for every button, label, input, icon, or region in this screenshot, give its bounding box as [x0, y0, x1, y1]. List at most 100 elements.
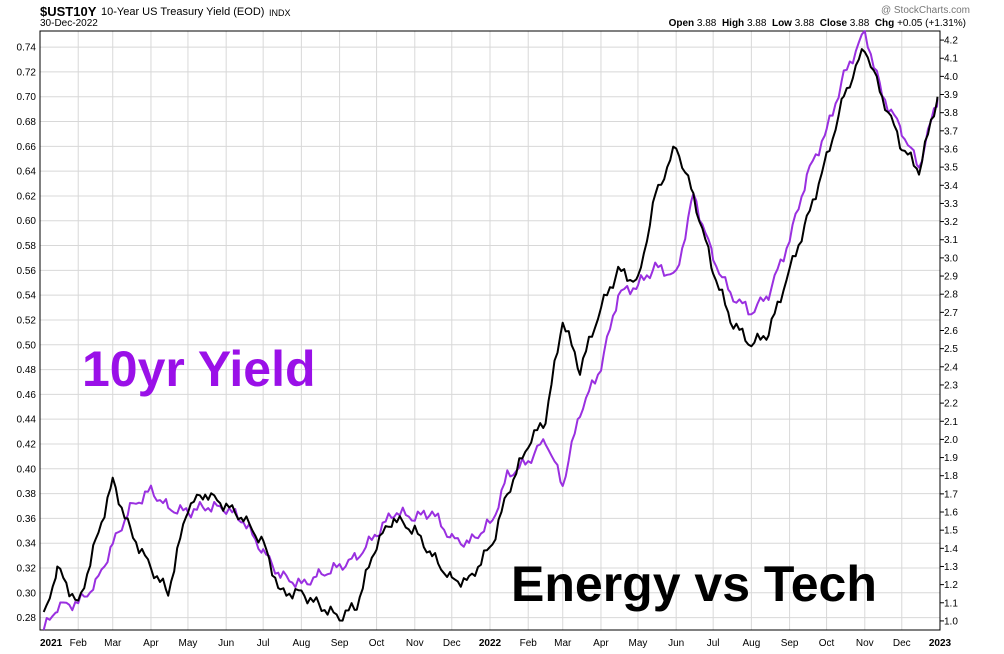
left-tick-label: 0.58 [17, 241, 37, 252]
x-tick-label: 2021 [40, 638, 63, 649]
right-tick-label: 3.8 [944, 108, 958, 119]
left-tick-label: 0.60 [17, 216, 37, 227]
annotation-10yr-yield: 10yr Yield [82, 341, 316, 397]
right-tick-label: 1.1 [944, 598, 958, 609]
right-tick-label: 3.6 [944, 144, 958, 155]
x-tick-label: Sep [331, 638, 349, 649]
left-tick-label: 0.68 [17, 117, 37, 128]
right-tick-label: 3.2 [944, 217, 958, 228]
x-tick-label: Apr [593, 638, 609, 649]
x-tick-label: Oct [369, 638, 385, 649]
right-tick-label: 2.2 [944, 399, 958, 410]
right-tick-label: 3.3 [944, 199, 958, 210]
left-tick-label: 0.48 [17, 365, 37, 376]
left-tick-label: 0.62 [17, 191, 37, 202]
ticker-description: 10-Year US Treasury Yield (EOD) [101, 6, 265, 18]
right-tick-label: 3.4 [944, 181, 958, 192]
close-label: Close [819, 18, 848, 29]
x-tick-label: Jul [257, 638, 270, 649]
quote-summary: Open 3.88 High 3.88 Low 3.88 Close 3.88 … [669, 18, 966, 29]
right-tick-label: 1.3 [944, 562, 958, 573]
x-tick-label: Nov [856, 638, 874, 649]
x-tick-label: Feb [520, 638, 538, 649]
right-tick-label: 2.7 [944, 308, 958, 319]
right-tick-label: 2.8 [944, 290, 958, 301]
x-tick-label: Sep [781, 638, 799, 649]
x-tick-label: Feb [70, 638, 88, 649]
x-tick-label: Jun [668, 638, 684, 649]
chg-value: +0.05 (+1.31%) [897, 18, 966, 29]
right-tick-label: 4.0 [944, 72, 958, 83]
x-tick-label: Nov [406, 638, 424, 649]
x-tick-label: Oct [819, 638, 835, 649]
right-tick-label: 2.4 [944, 362, 958, 373]
right-axis: 1.0 1.1 1.2 1.3 1.4 1.5 1.6 1.7 1.8 1.9 2.0 2.1 2.2 2… [940, 36, 958, 627]
right-tick-label: 1.2 [944, 580, 958, 591]
series-line-energy-vs-tech [42, 48, 939, 622]
open-value: 3.88 [696, 18, 717, 29]
x-tick-label: 2023 [929, 638, 952, 649]
right-tick-label: 1.9 [944, 453, 958, 464]
right-tick-label: 3.5 [944, 163, 958, 174]
left-tick-label: 0.34 [17, 539, 37, 550]
low-label: Low [771, 18, 792, 29]
x-tick-label: Apr [143, 638, 159, 649]
left-tick-label: 0.72 [17, 67, 37, 78]
right-tick-label: 1.7 [944, 489, 958, 500]
right-tick-label: 2.0 [944, 435, 958, 446]
close-value: 3.88 [849, 18, 870, 29]
open-label: Open [668, 18, 695, 29]
high-label: High [721, 18, 745, 29]
x-tick-label: Aug [292, 638, 310, 649]
annotation-energy-vs-tech: Energy vs Tech [511, 556, 877, 612]
right-tick-label: 3.7 [944, 126, 958, 137]
right-tick-label: 2.9 [944, 272, 958, 283]
x-tick-label: 2022 [479, 638, 502, 649]
right-tick-label: 2.6 [944, 326, 958, 337]
right-tick-label: 4.1 [944, 54, 958, 65]
left-tick-label: 0.44 [17, 415, 37, 426]
high-value: 3.88 [746, 18, 767, 29]
right-tick-label: 2.1 [944, 417, 958, 428]
watermark: @ StockCharts.com [880, 5, 970, 16]
right-tick-label: 2.5 [944, 344, 958, 355]
grid-lines [39, 31, 941, 630]
series-lines [42, 30, 939, 631]
right-tick-label: 3.0 [944, 253, 958, 264]
right-tick-label: 3.1 [944, 235, 958, 246]
left-tick-label: 0.64 [17, 167, 37, 178]
x-tick-label: May [628, 638, 647, 649]
x-tick-label: Mar [104, 638, 122, 649]
series-line-10yr-yield [42, 30, 939, 631]
right-tick-label: 4.2 [944, 36, 958, 47]
left-tick-label: 0.54 [17, 291, 37, 302]
left-tick-label: 0.36 [17, 514, 37, 525]
left-axis: 0.28 0.30 0.32 0.34 0.36 0.38 0.40 0.42 0.44 0.46… [17, 43, 37, 624]
right-tick-label: 1.0 [944, 616, 958, 627]
x-axis: 2021 Feb Mar Apr May Jun Jul Aug Sep Oct Nov Dec 202… [40, 638, 952, 649]
x-tick-label: Mar [554, 638, 572, 649]
left-tick-label: 0.38 [17, 489, 37, 500]
right-tick-label: 1.8 [944, 471, 958, 482]
right-tick-label: 3.9 [944, 90, 958, 101]
left-tick-label: 0.66 [17, 142, 37, 153]
chart-date: 30-Dec-2022 [40, 18, 98, 29]
left-tick-label: 0.40 [17, 464, 37, 475]
x-tick-label: May [178, 638, 197, 649]
left-tick-label: 0.28 [17, 613, 37, 624]
right-tick-label: 1.5 [944, 526, 958, 537]
x-tick-label: Dec [443, 638, 461, 649]
chg-label: Chg [874, 18, 895, 29]
left-tick-label: 0.52 [17, 315, 37, 326]
left-tick-label: 0.32 [17, 563, 37, 574]
x-tick-label: Aug [742, 638, 760, 649]
x-tick-label: Jun [218, 638, 234, 649]
x-tick-label: Dec [893, 638, 911, 649]
left-tick-label: 0.70 [17, 92, 37, 103]
left-tick-label: 0.42 [17, 439, 37, 450]
right-tick-label: 1.6 [944, 508, 958, 519]
right-tick-label: 2.3 [944, 380, 958, 391]
x-tick-label: Jul [707, 638, 720, 649]
